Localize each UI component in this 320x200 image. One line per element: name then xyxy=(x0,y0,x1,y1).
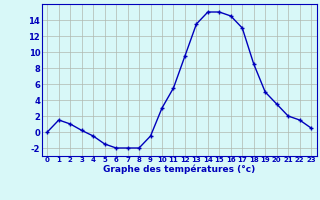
X-axis label: Graphe des températures (°c): Graphe des températures (°c) xyxy=(103,165,255,174)
